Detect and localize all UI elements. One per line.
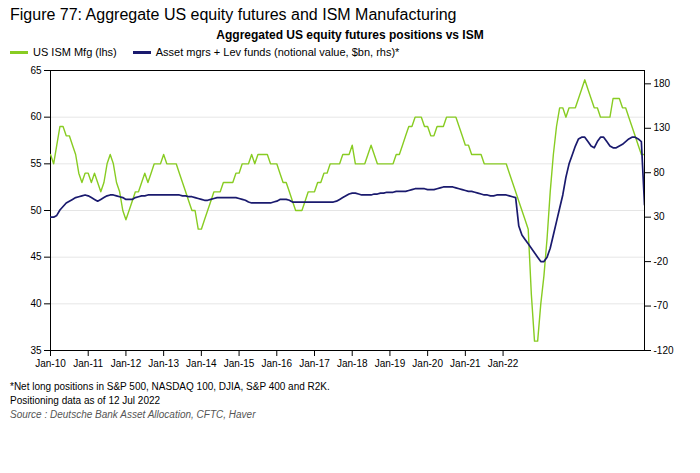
html-text:US ISM Mfg (lhs): US ISM Mfg (lhs): [33, 46, 117, 58]
svg-text:40: 40: [30, 298, 42, 309]
svg-text:60: 60: [30, 111, 42, 122]
svg-text:Jan-10: Jan-10: [35, 358, 66, 369]
svg-text:Jan-15: Jan-15: [224, 358, 255, 369]
svg-text:65: 65: [30, 65, 42, 76]
svg-text:-70: -70: [654, 300, 669, 311]
svg-text:35: 35: [30, 345, 42, 356]
svg-text:Jan-16: Jan-16: [261, 358, 292, 369]
svg-text:Jan-11: Jan-11: [73, 358, 103, 369]
svg-text:Jan-14: Jan-14: [186, 358, 217, 369]
html-text:Figure 77: Aggregate US equity: Figure 77: Aggregate US equity futures a…: [10, 6, 457, 23]
html-text:Asset mgrs + Lev funds (notion: Asset mgrs + Lev funds (notional value, …: [155, 46, 400, 58]
svg-text:45: 45: [30, 251, 42, 262]
svg-text:-20: -20: [654, 256, 669, 267]
svg-text:180: 180: [654, 78, 671, 89]
html-text:Positioning data as of 12 Jul: Positioning data as of 12 Jul 2022: [10, 394, 161, 406]
svg-text:Jan-22: Jan-22: [488, 358, 519, 369]
svg-text:Jan-17: Jan-17: [299, 358, 330, 369]
svg-text:Jan-13: Jan-13: [148, 358, 179, 369]
html-text:Aggregated US equity futures p: Aggregated US equity futures positions v…: [216, 28, 484, 42]
svg-text:Jan-12: Jan-12: [111, 358, 142, 369]
html-text:*Net long positions in S&P 500: *Net long positions in S&P 500, NASDAQ 1…: [10, 381, 330, 392]
svg-text:Jan-19: Jan-19: [375, 358, 406, 369]
svg-text:50: 50: [30, 205, 42, 216]
svg-text:80: 80: [654, 167, 666, 178]
svg-text:Jan-18: Jan-18: [337, 358, 368, 369]
svg-text:-120: -120: [654, 345, 674, 356]
svg-text:Jan-21: Jan-21: [450, 358, 481, 369]
svg-text:30: 30: [654, 211, 666, 222]
svg-text:Jan-20: Jan-20: [412, 358, 443, 369]
html-text:Source : Deutsche Bank Asset A: Source : Deutsche Bank Asset Allocation,…: [10, 409, 256, 420]
svg-text:130: 130: [654, 122, 671, 133]
svg-text:55: 55: [30, 158, 42, 169]
